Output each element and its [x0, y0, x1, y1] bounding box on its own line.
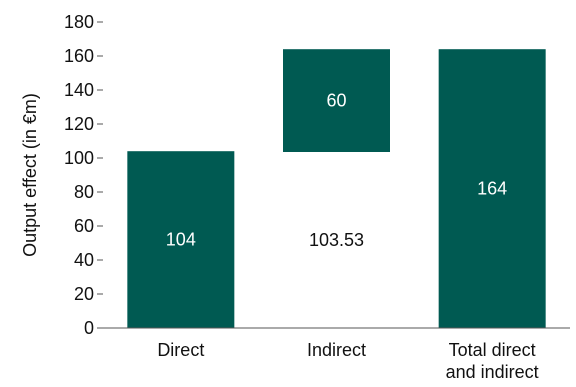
- bar-0: [127, 151, 235, 328]
- x-category-label: Direct: [157, 340, 204, 360]
- bar-value-label: 60: [326, 91, 346, 111]
- bar-value-label: 104: [166, 230, 196, 250]
- y-tick-label: 160: [64, 46, 94, 66]
- bar-2: [438, 49, 546, 328]
- x-category-label: Total direct and indirect: [446, 340, 539, 382]
- bars: 104 60 103.53 164: [127, 49, 546, 328]
- y-axis-label: Output effect (in €m): [20, 93, 40, 257]
- y-tick-label: 40: [74, 250, 94, 270]
- x-category-label: Indirect: [307, 340, 366, 360]
- y-tick-label: 180: [64, 12, 94, 32]
- y-tick-label: 60: [74, 216, 94, 236]
- y-tick-label: 20: [74, 284, 94, 304]
- y-tick-label: 80: [74, 182, 94, 202]
- y-tick-label: 100: [64, 148, 94, 168]
- y-tick-label: 0: [84, 318, 94, 338]
- bar-base-label: 103.53: [309, 230, 364, 250]
- bar-1: [283, 49, 390, 152]
- y-tick-label: 120: [64, 114, 94, 134]
- x-axis: Direct Indirect Total direct and indirect: [103, 327, 570, 382]
- bar-value-label: 164: [477, 179, 507, 199]
- y-tick-label: 140: [64, 80, 94, 100]
- y-axis: 0 20 40 60 80 100 120 140 160 180: [64, 12, 103, 338]
